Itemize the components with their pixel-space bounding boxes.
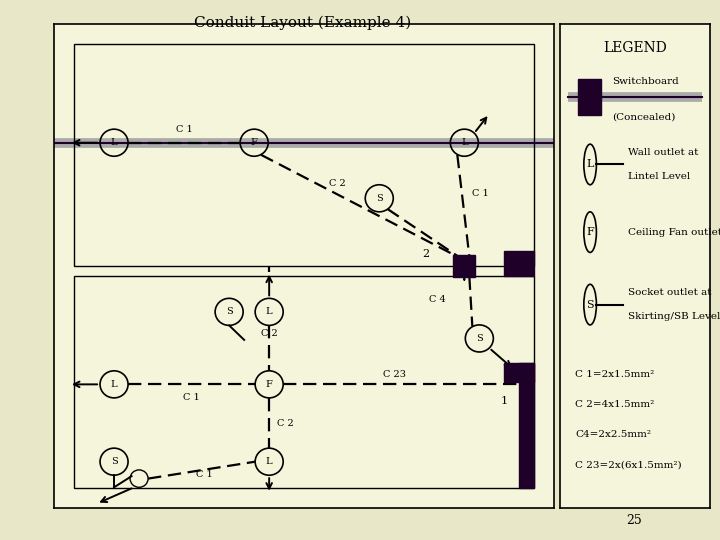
- Text: C 1: C 1: [176, 125, 192, 134]
- Text: F: F: [251, 138, 258, 147]
- Text: L: L: [266, 457, 272, 466]
- Text: C 1: C 1: [472, 188, 489, 198]
- Text: S: S: [226, 307, 233, 316]
- Text: Wall outlet at: Wall outlet at: [628, 148, 698, 157]
- Text: C 2: C 2: [261, 329, 277, 338]
- Text: F: F: [586, 227, 594, 237]
- Bar: [578, 79, 600, 115]
- Text: 2: 2: [422, 249, 429, 259]
- Text: Lintel Level: Lintel Level: [628, 172, 690, 181]
- Text: Socket outlet at: Socket outlet at: [628, 288, 711, 297]
- Text: C 1=2x1.5mm²: C 1=2x1.5mm²: [575, 370, 654, 379]
- Bar: [74, 44, 534, 266]
- Text: (Concealed): (Concealed): [613, 113, 676, 122]
- Text: F: F: [266, 380, 273, 389]
- Text: L: L: [111, 138, 117, 147]
- Text: C 23: C 23: [383, 369, 406, 379]
- Bar: [454, 255, 475, 276]
- Text: C 2=4x1.5mm²: C 2=4x1.5mm²: [575, 400, 654, 409]
- Text: C 2: C 2: [276, 418, 294, 428]
- Bar: [519, 363, 534, 488]
- Text: 25: 25: [626, 514, 642, 526]
- Text: C 4: C 4: [429, 295, 446, 304]
- Text: C 1: C 1: [196, 470, 212, 480]
- Text: L: L: [586, 159, 594, 170]
- Text: C 2: C 2: [329, 179, 346, 188]
- Text: 1: 1: [501, 396, 508, 407]
- Text: S: S: [586, 300, 594, 309]
- Text: S: S: [376, 194, 382, 203]
- Text: L: L: [461, 138, 468, 147]
- Bar: [504, 252, 534, 275]
- Text: Ceiling Fan outlet: Ceiling Fan outlet: [628, 228, 720, 237]
- Bar: [504, 363, 534, 382]
- Text: S: S: [476, 334, 482, 343]
- Text: C 23=2x(6x1.5mm²): C 23=2x(6x1.5mm²): [575, 460, 682, 469]
- Bar: [74, 275, 534, 488]
- Text: S: S: [111, 457, 117, 466]
- Text: L: L: [266, 307, 272, 316]
- Text: C 1: C 1: [183, 393, 200, 402]
- Text: L: L: [111, 380, 117, 389]
- Text: Skirting/SB Level: Skirting/SB Level: [628, 312, 720, 321]
- Text: Conduit Layout (Example 4): Conduit Layout (Example 4): [194, 15, 411, 30]
- Text: C4=2x2.5mm²: C4=2x2.5mm²: [575, 430, 651, 439]
- Text: Switchboard: Switchboard: [613, 77, 680, 86]
- Text: LEGEND: LEGEND: [603, 42, 667, 56]
